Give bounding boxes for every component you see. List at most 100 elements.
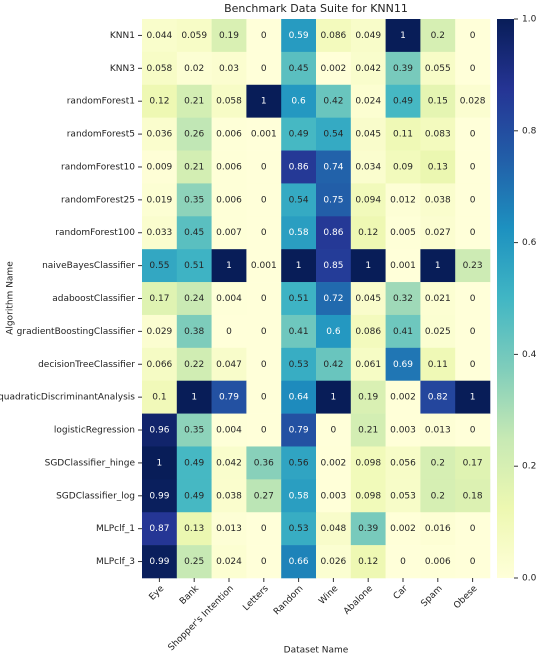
y-tick-label: SGDClassifier_hinge [45, 458, 136, 468]
heatmap-cell [142, 282, 178, 316]
cell-label: 0 [261, 327, 267, 337]
cell-label: 0.083 [425, 130, 451, 140]
cell-label: 0.042 [216, 458, 242, 468]
heatmap-cell [211, 512, 247, 546]
cell-label: 0.045 [355, 294, 381, 304]
cell-label: 0.003 [390, 426, 416, 436]
heatmap-cell [385, 84, 421, 118]
y-tick-label: logisticRegression [54, 426, 135, 436]
heatmap-cell [455, 117, 491, 151]
colorbar-tick-label: 0.2 [522, 462, 536, 472]
heatmap-cell [350, 446, 386, 480]
y-tick-label: gradientBoostingClassifier [17, 327, 136, 337]
cell-label: 0.005 [390, 228, 416, 238]
cell-label: 0 [261, 557, 267, 567]
heatmap-cell [420, 446, 456, 480]
cell-label: 0.26 [184, 130, 204, 140]
cell-label: 0.2 [431, 458, 445, 468]
colorbar-tick-label: 0.0 [522, 574, 537, 584]
cell-label: 0.72 [323, 294, 343, 304]
heatmap-cell [142, 479, 178, 513]
heatmap-cell [246, 51, 282, 86]
heatmap-cell [455, 249, 491, 283]
cell-label: 0.02 [184, 64, 204, 74]
heatmap-cell [142, 380, 178, 414]
heatmap-cell [420, 150, 456, 184]
heatmap-cell [316, 117, 352, 151]
cell-label: 0.17 [463, 458, 483, 468]
heatmap-cell [455, 446, 491, 480]
heatmap-cell [246, 282, 282, 316]
heatmap-cell [211, 249, 247, 283]
heatmap-cell [142, 249, 178, 283]
heatmap-cell [455, 380, 491, 414]
heatmap-cell [211, 479, 247, 513]
cell-label: 0.058 [147, 64, 173, 74]
cell-label: 0.026 [321, 557, 347, 567]
cell-label: 0.098 [355, 458, 381, 468]
cell-label: 0.004 [216, 426, 242, 436]
cell-label: 0.75 [323, 195, 343, 205]
heatmap-cell [142, 545, 178, 579]
heatmap-cell [420, 347, 456, 382]
cell-label: 0 [261, 195, 267, 205]
heatmap-cell [385, 347, 421, 382]
x-tick-label: Abalone [342, 583, 375, 616]
x-tick-label: Shopper's Intention [167, 584, 236, 653]
heatmap-cell [176, 347, 212, 382]
heatmap-cell [246, 380, 282, 414]
cell-label: 0.19 [358, 393, 378, 403]
heatmap-cell [350, 479, 386, 513]
cell-label: 0.99 [149, 557, 169, 567]
heatmap-cell [455, 413, 491, 447]
heatmap-cell [455, 19, 491, 53]
heatmap-cell [176, 545, 212, 579]
chart-title: Benchmark Data Suite for KNN11 [224, 2, 408, 15]
heatmap-cell [455, 282, 491, 316]
cell-label: 0.49 [289, 130, 309, 140]
cell-label: 0.6 [291, 97, 306, 107]
heatmap-cell [350, 183, 386, 217]
cell-label: 0.001 [390, 261, 416, 271]
cell-label: 0 [226, 327, 232, 337]
cell-label: 0.044 [147, 31, 173, 41]
colorbar-tick-label: 0.4 [522, 350, 537, 360]
cell-label: 1 [365, 261, 371, 271]
heatmap-cell [316, 249, 352, 283]
y-tick-label: adaboostClassifier [52, 294, 135, 304]
heatmap-cell [176, 380, 212, 414]
heatmap-cell [420, 84, 456, 118]
heatmap-cell [246, 446, 282, 480]
heatmap-cell [142, 347, 178, 382]
y-tick-label: randomForest1 [67, 97, 135, 107]
heatmap-cell [211, 446, 247, 480]
cell-label: 0.96 [149, 426, 169, 436]
cell-label: 0.41 [393, 327, 413, 337]
heatmap-cell [246, 314, 282, 349]
heatmap-cell [350, 282, 386, 316]
heatmap-cell [316, 84, 352, 118]
cell-label: 0.049 [355, 31, 381, 41]
cell-label: 1 [226, 261, 232, 271]
heatmap-cell [316, 545, 352, 579]
cell-label: 0.004 [216, 294, 242, 304]
heatmap-cell [455, 347, 491, 382]
heatmap-cell [350, 117, 386, 151]
cell-label: 0.055 [425, 64, 451, 74]
cell-label: 0.056 [390, 458, 416, 468]
cell-label: 0.002 [321, 458, 347, 468]
cell-label: 0 [400, 557, 406, 567]
cell-label: 0.64 [289, 393, 309, 403]
heatmap-cell [246, 249, 282, 283]
heatmap-cell [246, 150, 282, 184]
cell-label: 0.15 [428, 97, 448, 107]
heatmap-cell [211, 413, 247, 447]
cell-label: 0.033 [147, 228, 173, 238]
cell-label: 0.019 [147, 195, 173, 205]
cell-label: 0 [261, 294, 267, 304]
heatmap-cell [420, 479, 456, 513]
heatmap-cell [281, 282, 317, 316]
cell-label: 0 [470, 31, 476, 41]
cell-label: 0.53 [289, 360, 309, 370]
